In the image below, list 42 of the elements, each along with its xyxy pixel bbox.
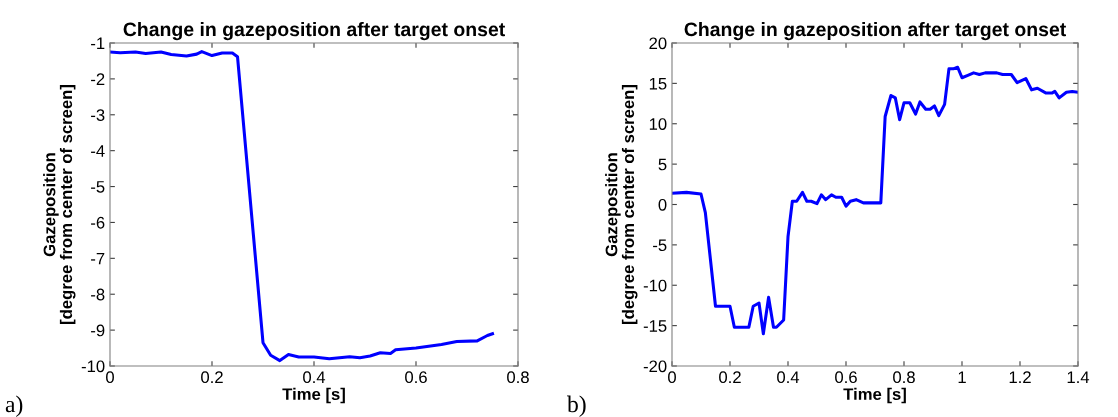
text: a): [5, 395, 23, 417]
y-tick-label: 5: [658, 158, 667, 171]
y-axis-title: Gazeposition [degree from center of screen]: [43, 85, 76, 324]
y-tick-label: -6: [91, 216, 105, 229]
y-tick-label: -20: [643, 360, 667, 373]
y-tick-label: -10: [81, 360, 105, 373]
x-tick-label: 0.6: [835, 371, 857, 384]
chart-title: Change in gazeposition after target onset: [684, 21, 1066, 41]
x-tick-label: 0.6: [405, 371, 427, 384]
y-tick-label: 20: [649, 37, 667, 50]
y-tick-label: 15: [649, 77, 667, 90]
y-tick-label: 0: [658, 198, 667, 211]
x-axis-title: Time [s]: [843, 387, 906, 404]
chart-title: Change in gazeposition after target onset: [123, 21, 505, 41]
y-tick-label: -5: [91, 181, 105, 193]
x-tick-label: 0.2: [201, 371, 223, 384]
y-tick-label: -2: [91, 73, 105, 85]
x-tick-label: 1.4: [1067, 371, 1090, 383]
x-tick-label: 0.8: [893, 371, 915, 384]
x-tick-label: 0.4: [777, 371, 800, 384]
y-tick-label: 10: [649, 118, 667, 130]
y-axis-title: Gazeposition [degree from center of screen]: [605, 85, 638, 324]
y-tick-label: -15: [643, 320, 667, 332]
x-tick-label: 0.8: [507, 371, 529, 384]
y-tick-label: -8: [91, 288, 105, 301]
y-tick-label: -4: [91, 145, 105, 157]
x-tick-label: 0: [668, 371, 676, 384]
y-tick-label: -3: [91, 109, 105, 121]
y-tick-label: -5: [653, 239, 667, 252]
x-tick-label: 0.4: [303, 371, 326, 384]
y-tick-label: -7: [91, 252, 105, 265]
x-axis-title: Time [s]: [282, 387, 345, 404]
line-series: [110, 50, 495, 363]
x-tick-label: 1.2: [1009, 371, 1031, 383]
x-tick-label: 0: [106, 371, 114, 384]
y-tick-label: -9: [91, 324, 105, 337]
x-tick-label: 0.2: [719, 371, 741, 384]
y-tick-label: -10: [643, 279, 667, 292]
line-series: [672, 65, 1078, 336]
text: b): [567, 395, 586, 417]
x-tick-label: 1: [958, 371, 966, 383]
y-tick-label: -1: [91, 37, 105, 50]
